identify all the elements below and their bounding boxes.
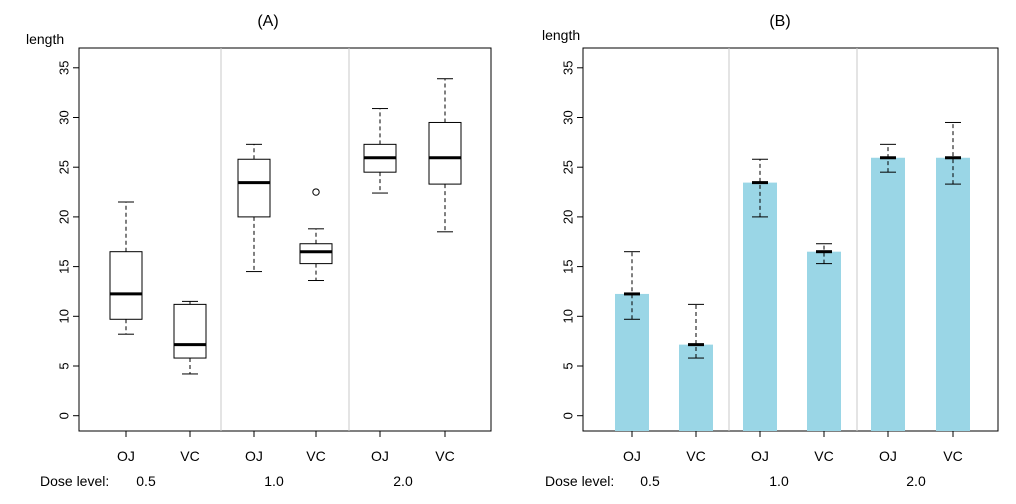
panel-a-y-tick-label: 5 — [56, 362, 71, 369]
panel-b-x-label-vc: VC — [814, 448, 833, 464]
panel-a: (A) length Dose level: 0.5 1.0 2.0 0 5 10 1… — [26, 13, 492, 489]
panel-a-dose-1.0: 1.0 — [264, 473, 284, 489]
panel-a-plot-frame — [78, 47, 492, 432]
panel-b-y-tick-label: 0 — [560, 412, 575, 419]
panel-b-title: (B) — [769, 13, 790, 30]
panel-a-x-label-oj: OJ — [371, 448, 389, 464]
panel-b-bar-2.0-oj — [871, 157, 905, 431]
panel-b-dose-level-label: Dose level: — [545, 473, 614, 489]
panel-a-box-1.0-vc-iqr — [299, 243, 333, 265]
panel-b-x-label-oj: OJ — [623, 448, 641, 464]
panel-b-y-tick-label: 15 — [560, 259, 575, 273]
panel-b-bar-2.0-vc — [936, 157, 970, 431]
panel-a-box-0.5-oj-iqr — [109, 251, 143, 320]
panel-b-x-label-oj: OJ — [879, 448, 897, 464]
panel-a-x-label-vc: VC — [435, 448, 454, 464]
panel-b-plot-frame — [582, 47, 999, 432]
panel-a-y-tick-label: 25 — [56, 160, 71, 174]
panel-a-box-0.5-vc-iqr — [173, 303, 207, 359]
panel-b-y-tick-label: 5 — [560, 362, 575, 369]
panel-b-bar-0.5-vc — [679, 344, 713, 431]
panel-a-box-1.0-oj-iqr — [237, 158, 271, 218]
panel-b-dose-0.5: 0.5 — [640, 473, 660, 489]
panel-b: (B) length Dose level: 0.5 1.0 2.0 0 5 10 1… — [542, 13, 999, 489]
panel-b-y-tick-label: 10 — [560, 309, 575, 323]
panel-b-y-tick-label: 30 — [560, 110, 575, 124]
panel-b-bar-0.5-oj — [615, 293, 649, 431]
panel-a-title: (A) — [257, 13, 278, 30]
panel-a-box-2.0-vc-iqr — [428, 121, 462, 185]
panel-b-bar-1.0-oj — [743, 182, 777, 431]
panel-a-dose-0.5: 0.5 — [136, 473, 156, 489]
panel-a-x-label-vc: VC — [306, 448, 325, 464]
panel-a-box-1.0-vc-outlier — [312, 188, 320, 196]
panel-b-y-tick-label: 25 — [560, 160, 575, 174]
panel-a-dose-level-label: Dose level: — [40, 473, 109, 489]
panel-a-y-tick-label: 30 — [56, 110, 71, 124]
panel-b-y-tick-label: 35 — [560, 61, 575, 75]
panel-a-x-label-vc: VC — [180, 448, 199, 464]
panel-a-x-label-oj: OJ — [117, 448, 135, 464]
panel-a-x-label-oj: OJ — [245, 448, 263, 464]
panel-b-y-tick-label: 20 — [560, 210, 575, 224]
panel-b-dose-1.0: 1.0 — [769, 473, 789, 489]
panel-b-x-label-vc: VC — [686, 448, 705, 464]
panel-b-dose-2.0: 2.0 — [906, 473, 926, 489]
panel-a-y-tick-label: 0 — [56, 412, 71, 419]
panel-a-y-tick-label: 10 — [56, 309, 71, 323]
panel-b-ylabel: length — [542, 27, 580, 43]
panel-b-bar-1.0-vc — [807, 251, 841, 431]
panel-a-ylabel: length — [26, 31, 64, 47]
panel-a-y-tick-label: 20 — [56, 210, 71, 224]
panel-a-y-tick-label: 35 — [56, 61, 71, 75]
panel-b-x-label-vc: VC — [943, 448, 962, 464]
panel-a-dose-2.0: 2.0 — [393, 473, 413, 489]
panel-b-x-label-oj: OJ — [751, 448, 769, 464]
panel-a-y-tick-label: 15 — [56, 259, 71, 273]
